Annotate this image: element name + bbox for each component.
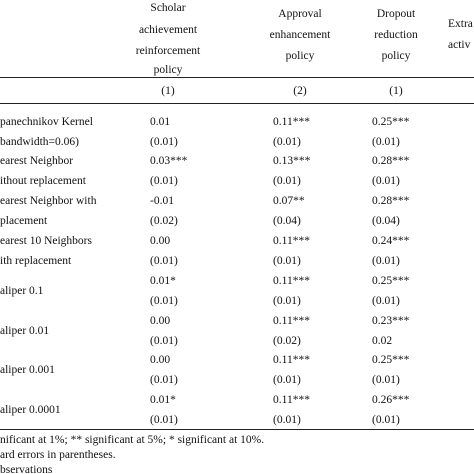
estimate: 0.11*** — [273, 354, 310, 366]
std-error: (0.01) — [273, 374, 301, 386]
row-label: earest Neighbor — [0, 155, 74, 167]
estimate: 0.01* — [150, 275, 176, 287]
note: bservations — [0, 464, 53, 474]
estimate: 0.28*** — [372, 195, 410, 207]
estimate: 0.28*** — [372, 155, 410, 167]
column-header: activ — [448, 39, 471, 51]
estimate: 0.25*** — [372, 354, 410, 366]
estimate: 0.00 — [150, 315, 171, 327]
std-error: (0.01) — [273, 414, 301, 426]
row-label: aliper 0.001 — [0, 364, 55, 376]
column-header: reduction — [374, 29, 418, 41]
std-error: (0.01) — [150, 335, 178, 347]
std-error: (0.01) — [150, 295, 178, 307]
estimate: 0.11*** — [273, 275, 310, 287]
column-header: achievement — [138, 24, 198, 36]
std-error: (0.01) — [372, 295, 400, 307]
estimate: 0.00 — [150, 354, 171, 366]
row-label: ithout replacement — [0, 175, 86, 187]
std-error: (0.01) — [150, 136, 178, 148]
rule — [0, 429, 474, 430]
estimate: 0.07** — [273, 195, 305, 207]
column-number: (1) — [389, 85, 403, 97]
row-label: aliper 0.1 — [0, 285, 44, 297]
std-error: (0.01) — [372, 255, 400, 267]
std-error: (0.02) — [150, 215, 178, 227]
column-header: Dropout — [376, 8, 416, 20]
estimate: 0.13*** — [273, 155, 311, 167]
std-error: 0.02 — [372, 335, 393, 347]
std-error: (0.01) — [273, 295, 301, 307]
estimate: 0.24*** — [372, 235, 410, 247]
std-error: (0.01) — [372, 136, 400, 148]
std-error: (0.04) — [273, 215, 301, 227]
column-number: (1) — [161, 85, 175, 97]
estimate: 0.01* — [150, 394, 176, 406]
std-error: (0.01) — [150, 175, 178, 187]
estimate: 0.23*** — [372, 315, 410, 327]
row-label: placement — [0, 215, 48, 227]
row-label: aliper 0.0001 — [0, 404, 61, 416]
std-error: (0.01) — [150, 374, 178, 386]
estimate: 0.11*** — [273, 116, 310, 128]
std-error: (0.01) — [372, 414, 400, 426]
std-error: (0.01) — [150, 414, 178, 426]
std-error: (0.01) — [150, 255, 178, 267]
std-error: (0.01) — [372, 374, 400, 386]
estimate: 0.26*** — [372, 394, 410, 406]
estimate: -0.01 — [150, 195, 174, 207]
column-number: (2) — [293, 85, 307, 97]
std-error: (0.01) — [273, 255, 301, 267]
std-error: (0.04) — [372, 215, 400, 227]
estimate: 0.00 — [150, 235, 171, 247]
column-header: policy — [285, 50, 315, 62]
column-header: Scholar — [150, 2, 186, 14]
rule — [0, 103, 474, 104]
row-label: aliper 0.01 — [0, 325, 50, 337]
row-label: panechnikov Kernel — [0, 116, 93, 128]
note: nificant at 1%; ** significant at 5%; * … — [0, 434, 265, 446]
column-header: enhancement — [269, 29, 331, 41]
column-header: reinforcement — [135, 45, 201, 57]
estimate: 0.25*** — [372, 275, 410, 287]
estimate: 0.11*** — [273, 315, 310, 327]
std-error: (0.02) — [273, 335, 301, 347]
estimate: 0.03*** — [150, 155, 188, 167]
column-header: policy — [381, 50, 411, 62]
estimate: 0.11*** — [273, 235, 310, 247]
std-error: (0.01) — [273, 175, 301, 187]
std-error: (0.01) — [273, 136, 301, 148]
estimate: 0.11*** — [273, 394, 310, 406]
std-error: (0.01) — [372, 175, 400, 187]
rule — [0, 77, 474, 78]
row-label: bandwidth=0.06) — [0, 136, 79, 148]
note: ard errors in parentheses. — [0, 449, 116, 461]
estimate: 0.01 — [150, 116, 171, 128]
column-header: Approval — [278, 8, 322, 20]
row-label: earest 10 Neighbors — [0, 235, 92, 247]
row-label: ith replacement — [0, 255, 72, 267]
estimate: 0.25*** — [372, 116, 410, 128]
column-header: Extra — [448, 18, 473, 30]
column-header: policy — [153, 64, 183, 76]
row-label: earest Neighbor with — [0, 195, 97, 207]
